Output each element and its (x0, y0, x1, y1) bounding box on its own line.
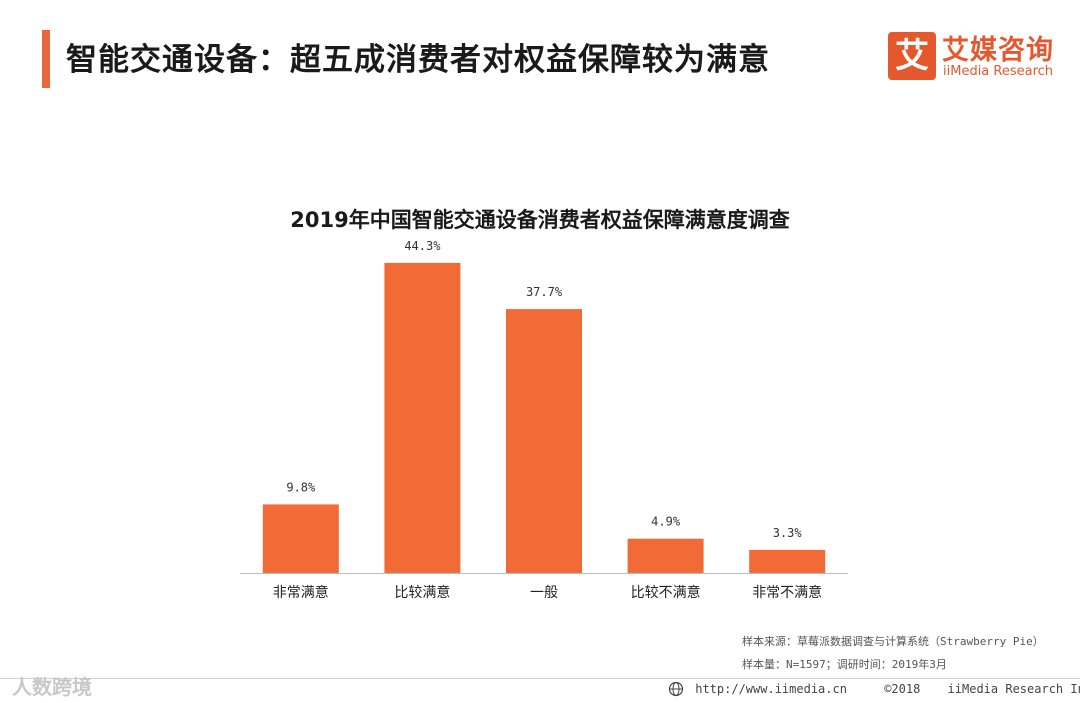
watermark: 人数跨境 (12, 675, 92, 699)
data-label-4: 4.9% (651, 515, 681, 529)
globe-icon (668, 681, 684, 697)
category-label-4: 比较不满意 (631, 584, 701, 601)
logo-english-name: iiMedia Research (943, 64, 1054, 79)
brand-logo: 艾 艾媒咨询 iiMedia Research (888, 28, 1068, 84)
data-label-3: 37.7% (526, 285, 563, 299)
bar-4 (627, 538, 704, 573)
footnote-source: 样本来源：草莓派数据调查与计算系统（Strawberry Pie） (742, 635, 1044, 648)
footer-url-link[interactable]: http://www.iimedia.cn (695, 682, 847, 696)
data-label-2: 44.3% (404, 239, 441, 253)
footnote-sample: 样本量：N=1597；调研时间：2019年3月 (742, 658, 947, 671)
category-label-2: 比较满意 (394, 584, 450, 601)
logo-mark: 艾 (888, 32, 936, 80)
chart-title: 2019年中国智能交通设备消费者权益保障满意度调查 (290, 208, 790, 232)
bar-5 (749, 549, 826, 573)
footer-copyright: ©2018 (884, 682, 921, 696)
bar-3 (506, 309, 582, 573)
bar-1 (262, 504, 339, 573)
category-label-5: 非常不满意 (752, 584, 822, 601)
category-label-3: 一般 (530, 585, 558, 601)
bar-2 (384, 262, 461, 573)
data-label-1: 9.8% (286, 480, 316, 494)
data-label-5: 3.3% (773, 526, 803, 540)
category-label-1: 非常满意 (273, 584, 329, 601)
logo-chinese-name: 艾媒咨询 (942, 35, 1054, 66)
footer-company: iiMedia Research Inc (947, 682, 1080, 696)
page-title: 智能交通设备：超五成消费者对权益保障较为满意 (66, 42, 770, 78)
title-accent-bar (42, 30, 50, 88)
footer-divider (0, 678, 1080, 679)
footer: http://www.iimedia.cn ©2018 iiMedia Rese… (668, 681, 1080, 699)
